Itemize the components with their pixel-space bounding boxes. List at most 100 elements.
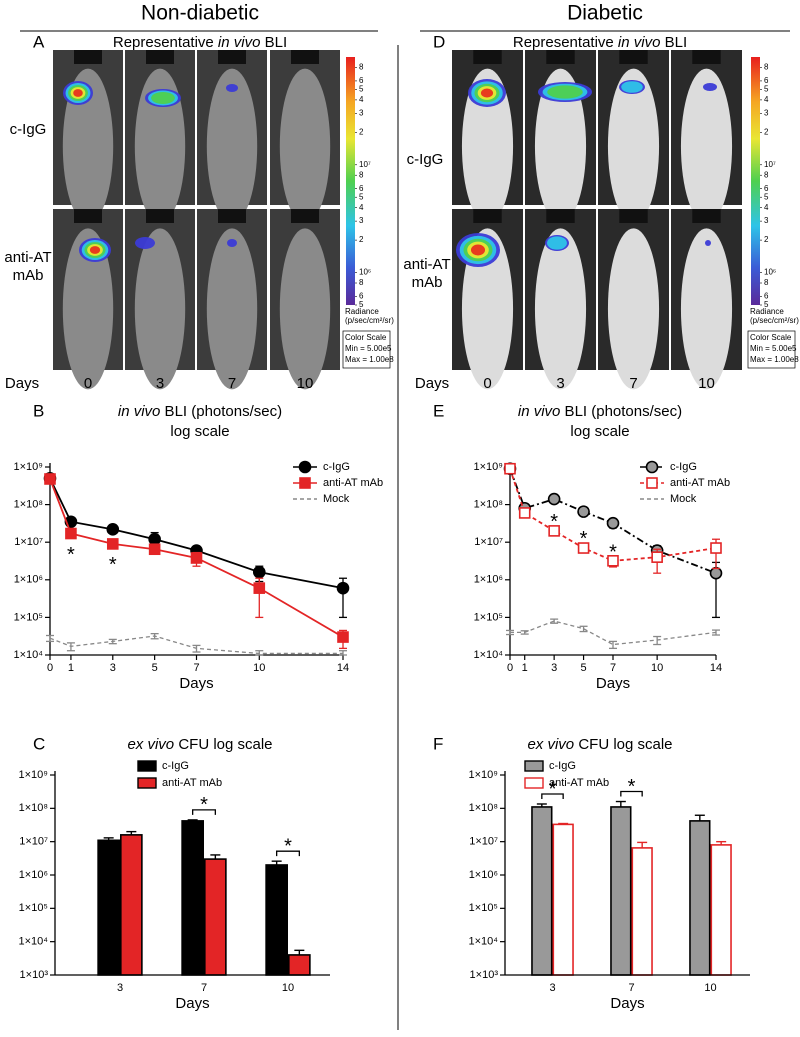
x-tick-label: 7 [610, 662, 616, 674]
marker [190, 552, 203, 564]
colorbar [751, 57, 760, 305]
legend-swatch [137, 760, 157, 772]
nose-cone [473, 50, 502, 64]
row-label: mAb [13, 267, 44, 284]
marker [106, 523, 120, 536]
bli-signal [226, 84, 238, 92]
x-tick-label: 10 [253, 662, 265, 674]
series-line [49, 477, 344, 590]
nose-cone [291, 209, 319, 223]
y-tick-label: 1×10⁶ [469, 869, 498, 881]
y-tick-label: 1×10⁴ [468, 936, 498, 948]
significance: * [200, 794, 208, 816]
header: Diabetic [567, 2, 643, 25]
mouse-body [206, 68, 258, 224]
mouse-body [607, 68, 660, 224]
colorbar-label: 8 [359, 278, 364, 287]
chart-title: ex vivo CFU log scale [527, 736, 672, 753]
bli-signal [89, 246, 101, 254]
mouse-body [62, 228, 114, 390]
marker [646, 477, 658, 489]
x-tick-label: 7 [628, 982, 634, 994]
colorbar-label: 2 [764, 235, 769, 244]
legend-label: c-IgG [162, 760, 189, 772]
y-tick-label: 1×10⁵ [474, 611, 503, 623]
colorbar-label: 2 [359, 127, 364, 136]
y-tick-label: 1×10⁵ [469, 902, 498, 914]
title-part: in vivo [518, 403, 561, 420]
panel-label: E [433, 401, 444, 420]
marker [504, 462, 516, 475]
row-label: c-IgG [10, 121, 47, 138]
legend-label: c-IgG [323, 461, 350, 473]
x-tick-label: 10 [651, 662, 663, 674]
bar [689, 820, 711, 976]
bracket [192, 809, 216, 815]
marker [709, 566, 723, 580]
legend-label: anti-AT mAb [162, 777, 222, 789]
y-tick-label: 1×10⁸ [474, 499, 503, 511]
nose-cone [692, 50, 721, 64]
y-tick-label: 1×10⁶ [19, 869, 48, 881]
marker [577, 542, 590, 554]
colorbar-label: 5 [359, 192, 364, 201]
significance: * [550, 511, 558, 533]
legend-label: Mock [670, 493, 697, 505]
nose-cone [692, 209, 721, 223]
marker [65, 527, 77, 540]
legend-label: anti-AT mAb [670, 477, 730, 489]
x-tick-label: 10 [704, 982, 716, 994]
title-part: BLI [660, 34, 687, 51]
colorbar-label: 6 [764, 292, 769, 301]
x-tick-label: 3 [551, 662, 557, 674]
bar [631, 847, 653, 976]
colorbar-label: 6 [359, 184, 364, 193]
nose-cone [218, 50, 246, 64]
nose-cone [619, 50, 648, 64]
colorbar-box [342, 330, 391, 369]
days-label: Days [415, 375, 449, 392]
significance: * [628, 776, 636, 798]
days-label: Days [5, 375, 39, 392]
bracket [541, 793, 564, 799]
mouse-body [279, 68, 331, 224]
legend-label: Mock [323, 493, 350, 505]
title-part: BLI (photons/sec) [160, 403, 282, 420]
colorbar-box [747, 330, 796, 369]
x-axis-label: Days [596, 675, 630, 692]
bar [181, 820, 204, 976]
x-tick-label: 10 [282, 982, 294, 994]
bli-signal [703, 83, 717, 91]
colorbar-scale: Max = 1.00e8 [750, 355, 799, 364]
y-tick-label: 1×10⁷ [19, 836, 48, 848]
panel-title: Representative in vivo BLI [513, 34, 687, 51]
marker [606, 516, 620, 530]
x-tick-label: 14 [710, 662, 722, 674]
mouse-body [534, 68, 587, 224]
colorbar-label: 3 [764, 216, 769, 225]
marker [299, 477, 311, 489]
bar [120, 834, 143, 976]
nose-cone [218, 209, 246, 223]
x-tick-label: 0 [47, 662, 53, 674]
day-label: 7 [228, 375, 236, 392]
nose-cone [546, 209, 575, 223]
marker [710, 542, 722, 554]
mouse-body [62, 68, 114, 224]
colorbar-label: 10⁶ [764, 268, 776, 277]
title-part: in vivo [218, 34, 261, 51]
colorbar-label: 3 [764, 108, 769, 117]
bar [610, 806, 632, 976]
y-tick-label: 1×10⁴ [473, 649, 503, 661]
x-tick-label: 14 [337, 662, 349, 674]
x-tick-label: 5 [581, 662, 587, 674]
y-tick-label: 1×10³ [20, 969, 49, 981]
day-label: 10 [297, 375, 314, 392]
x-axis-label: Days [179, 675, 213, 692]
chart-subtitle: log scale [170, 423, 229, 440]
colorbar-scale: Color Scale [750, 333, 792, 342]
colorbar-label: 8 [764, 278, 769, 287]
y-tick-label: 1×10⁸ [19, 802, 48, 814]
bli-signal [73, 89, 83, 97]
panel-title: Representative in vivo BLI [113, 34, 287, 51]
